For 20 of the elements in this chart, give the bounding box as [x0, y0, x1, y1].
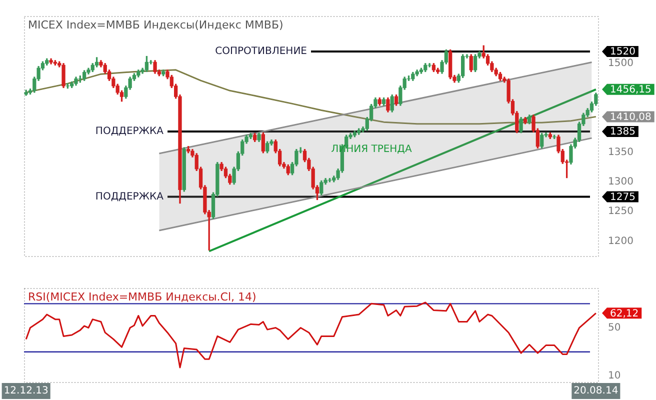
ref-line-label: СОПРОТИВЛЕНИЕ [215, 46, 307, 58]
y-tick-label: 50 [608, 322, 621, 334]
data-label: 1456,15 [610, 84, 652, 96]
x-tick-label: 20.08.14 [574, 386, 618, 397]
y-tick-label: 1350 [608, 146, 634, 158]
data-label: 62,12 [610, 308, 639, 320]
chart-title: RSI(MICEX Index=ММВБ Индексы.Cl, 14) [28, 290, 256, 304]
y-tick-label: 1500 [608, 58, 634, 69]
text: 1385 [610, 126, 636, 138]
text: 1520 [610, 46, 636, 58]
ref-line-label: ПОДДЕРЖКА [95, 191, 164, 202]
y-tick-label: 1300 [608, 176, 634, 188]
y-tick-label: 10 [608, 370, 621, 382]
y-tick-label: 1200 [608, 236, 634, 247]
x-tick-label: 12.12.13 [4, 386, 48, 397]
chart-title: MICEX Index=ММВБ Индексы(Индекс ММВБ) [28, 18, 284, 32]
data-label: 1410,08 [610, 112, 652, 123]
ref-line-label: ПОДДЕРЖКА [95, 126, 164, 138]
y-tick-label: 1250 [608, 206, 634, 218]
text: 1275 [610, 192, 636, 203]
